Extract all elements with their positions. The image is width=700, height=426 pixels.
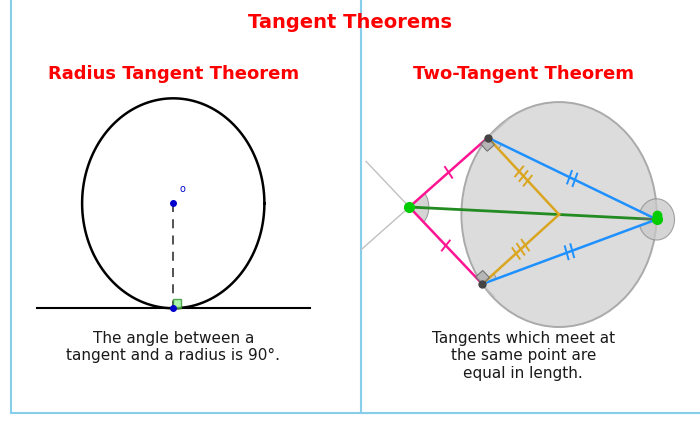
Wedge shape [482,273,496,284]
Text: The angle between a
tangent and a radius is 90°.: The angle between a tangent and a radius… [66,331,280,363]
Text: o: o [179,184,185,194]
Wedge shape [410,193,429,222]
Polygon shape [481,138,494,151]
Text: Two-Tangent Theorem: Two-Tangent Theorem [413,65,634,83]
FancyBboxPatch shape [360,0,700,413]
Circle shape [461,102,657,327]
FancyBboxPatch shape [10,0,700,413]
Polygon shape [475,271,489,284]
Text: Radius Tangent Theorem: Radius Tangent Theorem [48,65,299,83]
Bar [174,299,181,308]
Text: Tangent Theorems: Tangent Theorems [248,13,452,32]
Wedge shape [488,138,501,149]
Wedge shape [640,199,675,240]
Text: Tangents which meet at
the same point are
equal in length.: Tangents which meet at the same point ar… [432,331,615,380]
